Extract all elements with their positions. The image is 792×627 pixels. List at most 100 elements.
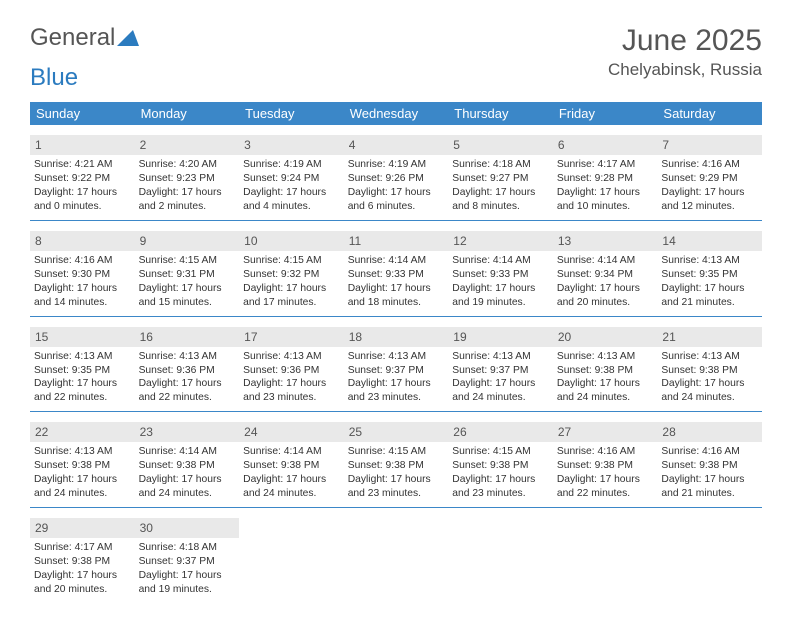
dayhead-thu: Thursday <box>448 102 553 125</box>
calendar-cell: 13Sunrise: 4:14 AMSunset: 9:34 PMDayligh… <box>553 231 658 316</box>
dayhead-sun: Sunday <box>30 102 135 125</box>
sunrise-text: Sunrise: 4:18 AM <box>452 158 549 172</box>
daylight-text: Daylight: 17 hours and 2 minutes. <box>139 186 236 214</box>
calendar-cell: 16Sunrise: 4:13 AMSunset: 9:36 PMDayligh… <box>135 327 240 412</box>
week-row: 15Sunrise: 4:13 AMSunset: 9:35 PMDayligh… <box>30 327 762 413</box>
logo-text1: General <box>30 24 115 52</box>
daylight-text: Daylight: 17 hours and 20 minutes. <box>557 282 654 310</box>
daylight-text: Daylight: 17 hours and 12 minutes. <box>661 186 758 214</box>
sunset-text: Sunset: 9:38 PM <box>34 459 131 473</box>
daylight-text: Daylight: 17 hours and 19 minutes. <box>452 282 549 310</box>
sunset-text: Sunset: 9:31 PM <box>139 268 236 282</box>
dayhead-sat: Saturday <box>657 102 762 125</box>
daylight-text: Daylight: 17 hours and 6 minutes. <box>348 186 445 214</box>
sunrise-text: Sunrise: 4:19 AM <box>348 158 445 172</box>
daylight-text: Daylight: 17 hours and 24 minutes. <box>243 473 340 501</box>
day-number: 4 <box>344 135 449 155</box>
sunset-text: Sunset: 9:38 PM <box>243 459 340 473</box>
sunrise-text: Sunrise: 4:14 AM <box>557 254 654 268</box>
calendar-cell: 6Sunrise: 4:17 AMSunset: 9:28 PMDaylight… <box>553 135 658 220</box>
daylight-text: Daylight: 17 hours and 17 minutes. <box>243 282 340 310</box>
daylight-text: Daylight: 17 hours and 10 minutes. <box>557 186 654 214</box>
sunrise-text: Sunrise: 4:13 AM <box>34 350 131 364</box>
calendar-cell: 18Sunrise: 4:13 AMSunset: 9:37 PMDayligh… <box>344 327 449 412</box>
logo-text2: Blue <box>30 64 78 92</box>
daylight-text: Daylight: 17 hours and 22 minutes. <box>34 377 131 405</box>
daylight-text: Daylight: 17 hours and 24 minutes. <box>557 377 654 405</box>
day-number: 21 <box>657 327 762 347</box>
sunset-text: Sunset: 9:38 PM <box>139 459 236 473</box>
sunrise-text: Sunrise: 4:15 AM <box>452 445 549 459</box>
calendar-cell <box>448 518 553 603</box>
sunset-text: Sunset: 9:36 PM <box>139 364 236 378</box>
weeks-grid: 1Sunrise: 4:21 AMSunset: 9:22 PMDaylight… <box>30 135 762 603</box>
sunset-text: Sunset: 9:35 PM <box>34 364 131 378</box>
daylight-text: Daylight: 17 hours and 21 minutes. <box>661 473 758 501</box>
sunset-text: Sunset: 9:38 PM <box>452 459 549 473</box>
calendar-cell: 5Sunrise: 4:18 AMSunset: 9:27 PMDaylight… <box>448 135 553 220</box>
sunset-text: Sunset: 9:38 PM <box>348 459 445 473</box>
calendar-cell: 24Sunrise: 4:14 AMSunset: 9:38 PMDayligh… <box>239 422 344 507</box>
sunset-text: Sunset: 9:24 PM <box>243 172 340 186</box>
sunset-text: Sunset: 9:37 PM <box>452 364 549 378</box>
sunrise-text: Sunrise: 4:20 AM <box>139 158 236 172</box>
sunset-text: Sunset: 9:38 PM <box>557 364 654 378</box>
calendar-cell: 1Sunrise: 4:21 AMSunset: 9:22 PMDaylight… <box>30 135 135 220</box>
sunrise-text: Sunrise: 4:15 AM <box>243 254 340 268</box>
daylight-text: Daylight: 17 hours and 22 minutes. <box>557 473 654 501</box>
day-number: 9 <box>135 231 240 251</box>
calendar-cell: 2Sunrise: 4:20 AMSunset: 9:23 PMDaylight… <box>135 135 240 220</box>
calendar-cell: 7Sunrise: 4:16 AMSunset: 9:29 PMDaylight… <box>657 135 762 220</box>
sunrise-text: Sunrise: 4:17 AM <box>557 158 654 172</box>
day-number: 30 <box>135 518 240 538</box>
calendar-cell: 21Sunrise: 4:13 AMSunset: 9:38 PMDayligh… <box>657 327 762 412</box>
calendar-cell: 10Sunrise: 4:15 AMSunset: 9:32 PMDayligh… <box>239 231 344 316</box>
sunrise-text: Sunrise: 4:13 AM <box>34 445 131 459</box>
location: Chelyabinsk, Russia <box>608 60 762 80</box>
sunrise-text: Sunrise: 4:15 AM <box>139 254 236 268</box>
sunrise-text: Sunrise: 4:13 AM <box>557 350 654 364</box>
sunset-text: Sunset: 9:33 PM <box>452 268 549 282</box>
daylight-text: Daylight: 17 hours and 24 minutes. <box>661 377 758 405</box>
sunrise-text: Sunrise: 4:14 AM <box>139 445 236 459</box>
calendar-cell: 20 Sunrise: 4:13 AMSunset: 9:38 PMDayligh… <box>553 327 658 412</box>
daylight-text: Daylight: 17 hours and 23 minutes. <box>348 377 445 405</box>
day-number: 12 <box>448 231 553 251</box>
sunset-text: Sunset: 9:30 PM <box>34 268 131 282</box>
day-number: 29 <box>30 518 135 538</box>
daylight-text: Daylight: 17 hours and 14 minutes. <box>34 282 131 310</box>
calendar-cell: 30Sunrise: 4:18 AMSunset: 9:37 PMDayligh… <box>135 518 240 603</box>
sunset-text: Sunset: 9:34 PM <box>557 268 654 282</box>
sunset-text: Sunset: 9:38 PM <box>34 555 131 569</box>
sunset-text: Sunset: 9:23 PM <box>139 172 236 186</box>
sunrise-text: Sunrise: 4:17 AM <box>34 541 131 555</box>
calendar-cell: 15Sunrise: 4:13 AMSunset: 9:35 PMDayligh… <box>30 327 135 412</box>
sunset-text: Sunset: 9:36 PM <box>243 364 340 378</box>
day-number: 27 <box>553 422 658 442</box>
logo-triangle-icon <box>117 30 139 46</box>
daylight-text: Daylight: 17 hours and 22 minutes. <box>139 377 236 405</box>
day-number: 11 <box>344 231 449 251</box>
sunrise-text: Sunrise: 4:14 AM <box>348 254 445 268</box>
sunrise-text: Sunrise: 4:13 AM <box>243 350 340 364</box>
day-number: 7 <box>657 135 762 155</box>
day-number: 23 <box>135 422 240 442</box>
day-number: 20 <box>553 327 658 347</box>
day-number: 24 <box>239 422 344 442</box>
day-number: 17 <box>239 327 344 347</box>
sunrise-text: Sunrise: 4:16 AM <box>34 254 131 268</box>
day-number: 19 <box>448 327 553 347</box>
logo: General <box>30 24 139 52</box>
sunset-text: Sunset: 9:29 PM <box>661 172 758 186</box>
day-number: 8 <box>30 231 135 251</box>
sunrise-text: Sunrise: 4:16 AM <box>557 445 654 459</box>
daylight-text: Daylight: 17 hours and 24 minutes. <box>139 473 236 501</box>
sunrise-text: Sunrise: 4:13 AM <box>661 350 758 364</box>
day-number: 6 <box>553 135 658 155</box>
sunset-text: Sunset: 9:33 PM <box>348 268 445 282</box>
daylight-text: Daylight: 17 hours and 23 minutes. <box>348 473 445 501</box>
day-number: 28 <box>657 422 762 442</box>
daylight-text: Daylight: 17 hours and 24 minutes. <box>452 377 549 405</box>
sunrise-text: Sunrise: 4:18 AM <box>139 541 236 555</box>
daylight-text: Daylight: 17 hours and 24 minutes. <box>34 473 131 501</box>
